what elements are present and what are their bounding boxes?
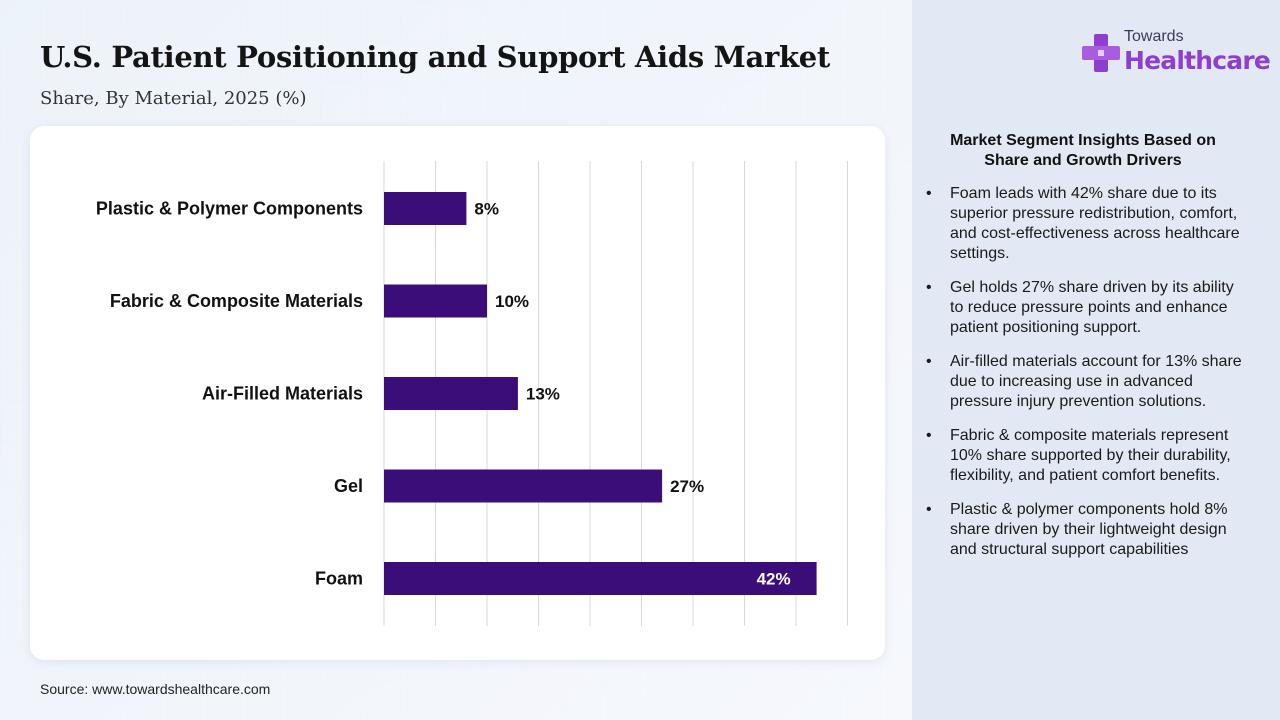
value-label: 27%	[670, 477, 704, 496]
category-label: Air-Filled Materials	[202, 384, 363, 404]
value-label: 13%	[526, 385, 560, 404]
bar-chart: Plastic & Polymer Components 8% Fabric & C…	[96, 161, 848, 626]
bar-1[interactable]	[384, 284, 487, 318]
bar-3[interactable]	[384, 469, 663, 503]
insights-list: Foam leads with 42% share due to its sup…	[924, 184, 1242, 574]
logo-text-main: Healthcare	[1124, 46, 1271, 75]
category-label: Foam	[315, 569, 363, 589]
chart-card: Plastic & Polymer Components 8% Fabric & C…	[30, 126, 885, 660]
brand-logo[interactable]: Towards Healthcare	[1080, 26, 1271, 78]
value-label: 10%	[495, 292, 529, 311]
source-note: Source: www.towardshealthcare.com	[40, 681, 271, 697]
insight-item: Air-filled materials account for 13% sha…	[924, 352, 1242, 412]
insights-title: Market Segment Insights Based on Share a…	[950, 132, 1216, 169]
bar-4[interactable]	[384, 562, 817, 595]
value-label: 8%	[474, 200, 499, 219]
logo-text-top: Towards	[1124, 28, 1184, 45]
bar-2[interactable]	[384, 377, 518, 410]
value-label: 42%	[757, 570, 791, 589]
page-subtitle: Share, By Material, 2025 (%)	[40, 88, 307, 109]
bar-0[interactable]	[384, 192, 467, 225]
insight-item: Gel holds 27% share driven by its abilit…	[924, 278, 1242, 338]
category-label: Gel	[334, 476, 363, 496]
category-label: Plastic & Polymer Components	[96, 199, 363, 219]
insight-item: Fabric & composite materials represent 1…	[924, 426, 1242, 486]
insight-item: Plastic & polymer components hold 8% sha…	[924, 500, 1242, 560]
medical-cross-icon	[1082, 34, 1120, 72]
category-label: Fabric & Composite Materials	[110, 291, 363, 311]
insight-item: Foam leads with 42% share due to its sup…	[924, 184, 1242, 264]
page-title: U.S. Patient Positioning and Support Aid…	[40, 40, 830, 74]
